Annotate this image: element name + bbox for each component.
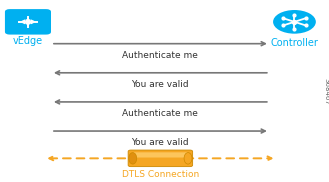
Text: Controller: Controller <box>270 38 318 48</box>
Text: Authenticate me: Authenticate me <box>122 109 198 118</box>
Text: 368467: 368467 <box>324 78 329 104</box>
Text: vEdge: vEdge <box>13 36 43 46</box>
Text: Authenticate me: Authenticate me <box>122 51 198 60</box>
Ellipse shape <box>129 153 137 164</box>
Text: DTLS Connection: DTLS Connection <box>122 170 199 179</box>
Circle shape <box>273 10 316 34</box>
FancyBboxPatch shape <box>128 150 192 167</box>
Text: You are valid: You are valid <box>132 80 189 89</box>
Ellipse shape <box>184 153 192 164</box>
Text: You are valid: You are valid <box>132 138 189 147</box>
FancyBboxPatch shape <box>5 9 51 35</box>
FancyBboxPatch shape <box>132 152 188 157</box>
